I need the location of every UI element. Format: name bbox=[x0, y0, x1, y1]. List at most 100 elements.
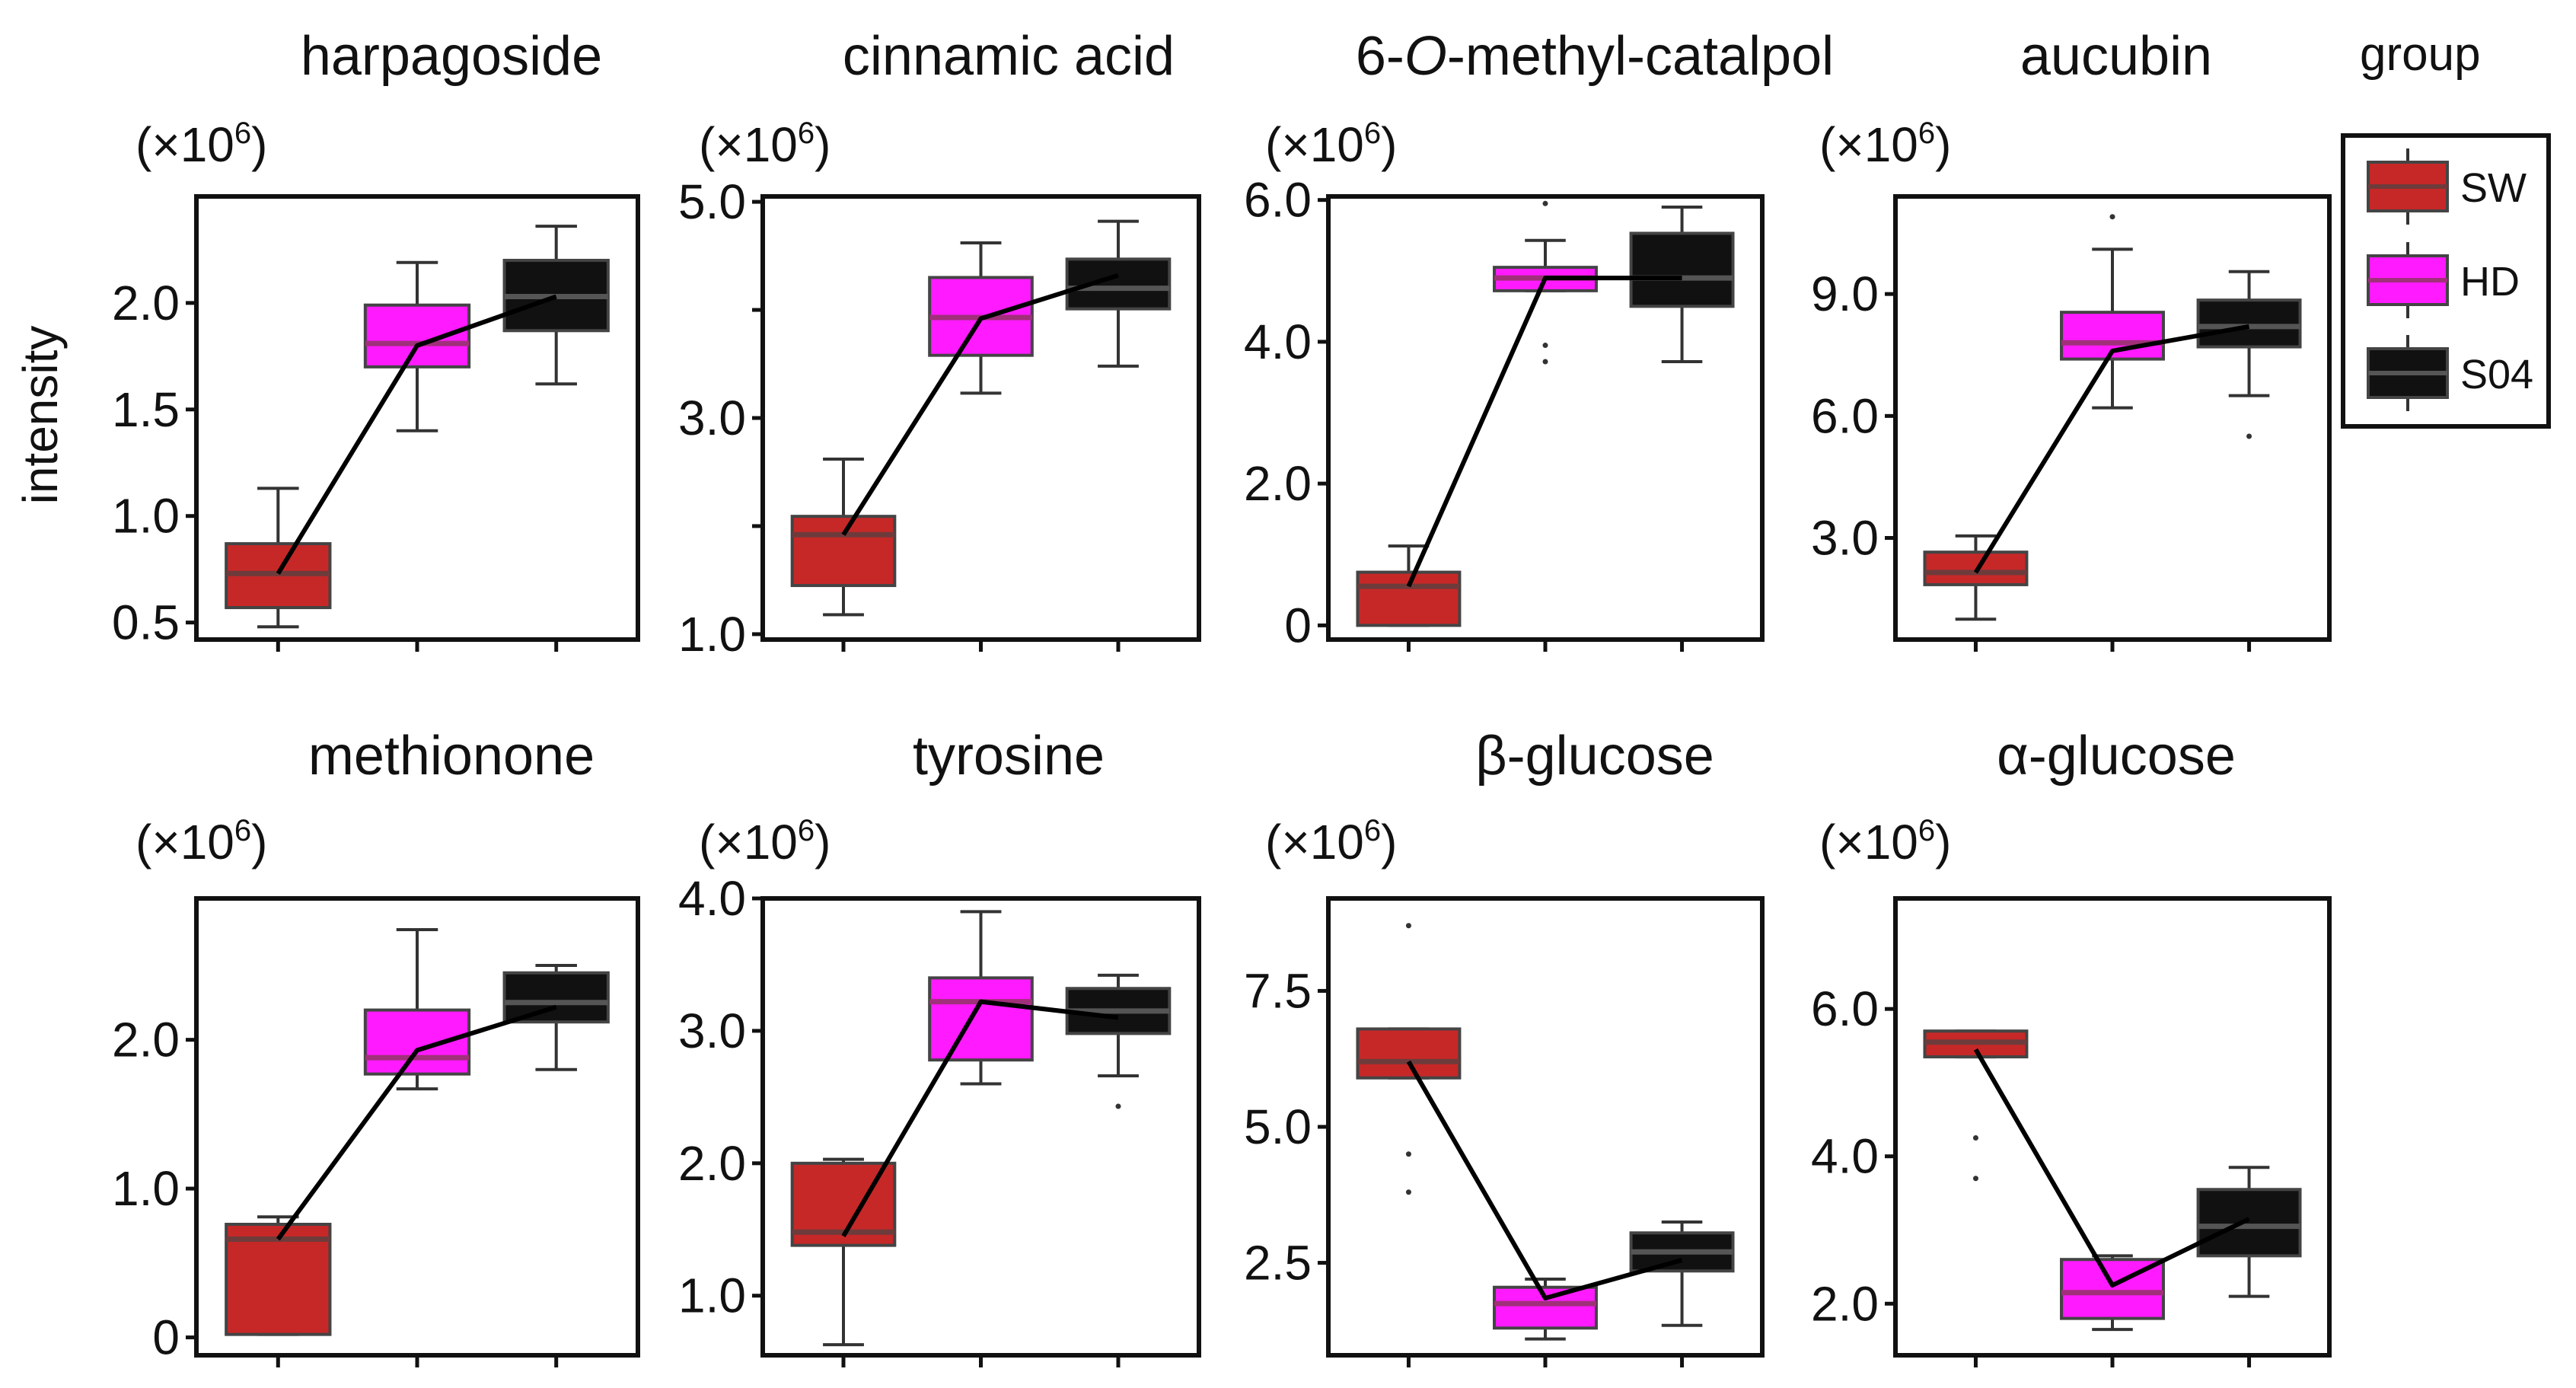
y-tick-label: 1.0 bbox=[112, 1161, 180, 1216]
box-iqr bbox=[363, 1008, 471, 1076]
y-tick-label: 1.0 bbox=[678, 607, 746, 662]
axis-multiplier: (×106) bbox=[699, 814, 831, 869]
y-tick-label: 1.0 bbox=[678, 1268, 746, 1323]
outlier-point bbox=[1542, 359, 1548, 365]
box-iqr bbox=[1629, 231, 1735, 308]
axis-multiplier: (×106) bbox=[699, 116, 831, 172]
y-tick-label: 0 bbox=[152, 1310, 180, 1365]
outlier-point bbox=[1115, 1103, 1121, 1109]
box-iqr bbox=[1356, 570, 1462, 627]
y-tick-label: 5.0 bbox=[678, 174, 746, 229]
outlier-point bbox=[1542, 343, 1548, 349]
axis-multiplier: (×106) bbox=[1265, 814, 1397, 869]
y-tick-label: 2.0 bbox=[1811, 1276, 1879, 1331]
panel-1: harpagoside (×106) 0.5 1.0 1.5 2.0 bbox=[112, 26, 640, 652]
legend-entry-SW: SW bbox=[2367, 148, 2527, 225]
y-tick-label: 2.0 bbox=[1244, 456, 1312, 511]
panel-5: methionone (×106) 0 1.0 2.0 bbox=[112, 726, 640, 1367]
legend-label: S04 bbox=[2460, 352, 2533, 397]
panel-title: α-glucose bbox=[1997, 726, 2236, 787]
y-tick-label: 2.5 bbox=[1244, 1236, 1312, 1291]
box-HD bbox=[2060, 214, 2165, 410]
y-tick-label: 9.0 bbox=[1811, 266, 1879, 321]
box-S04 bbox=[1629, 1220, 1735, 1327]
panel-title: β-glucose bbox=[1475, 726, 1714, 787]
box-iqr bbox=[2196, 298, 2302, 349]
mean-trend-line bbox=[1973, 1048, 2250, 1288]
y-tick-label: 0.5 bbox=[112, 595, 180, 650]
box-SW bbox=[1923, 534, 2029, 621]
y-tick-label: 1.5 bbox=[112, 382, 180, 437]
y-tick-label: 4.0 bbox=[1244, 314, 1312, 369]
panel-4: aucubin (×106) 3.0 6.0 9.0 bbox=[1811, 26, 2332, 652]
y-tick-label: 3.0 bbox=[678, 391, 746, 445]
box-S04 bbox=[2196, 1166, 2302, 1298]
mean-trend-line bbox=[841, 273, 1119, 536]
legend-label: HD bbox=[2460, 259, 2520, 305]
box-iqr bbox=[1356, 1027, 1462, 1080]
y-tick-label: 1.0 bbox=[112, 489, 180, 544]
box-S04 bbox=[502, 225, 610, 386]
outlier-point bbox=[1405, 923, 1411, 929]
y-tick-label: 3.0 bbox=[1811, 511, 1879, 566]
box-SW bbox=[790, 1157, 897, 1347]
axis-multiplier: (×106) bbox=[1819, 116, 1951, 172]
box-HD bbox=[363, 928, 471, 1091]
y-tick-label: 7.5 bbox=[1244, 963, 1312, 1018]
box-SW bbox=[225, 487, 332, 629]
panel-title: cinnamic acid bbox=[843, 26, 1175, 87]
box-iqr bbox=[2196, 1188, 2302, 1258]
box-iqr bbox=[502, 971, 610, 1024]
panel-title: aucubin bbox=[2020, 26, 2212, 87]
panel-title: 6-O-methyl-catalpol bbox=[1356, 26, 1834, 87]
axis-multiplier: (×106) bbox=[1265, 116, 1397, 172]
outlier-point bbox=[2109, 214, 2115, 220]
y-tick-label: 6.0 bbox=[1244, 173, 1312, 228]
panel-8: α-glucose (×106) 2.0 4.0 6.0 bbox=[1811, 726, 2332, 1367]
box-S04 bbox=[502, 963, 610, 1071]
box-S04 bbox=[1065, 973, 1172, 1109]
axis-multiplier: (×106) bbox=[135, 116, 267, 172]
panel-title: tyrosine bbox=[913, 726, 1105, 787]
box-iqr bbox=[790, 515, 897, 588]
y-tick-label: 0 bbox=[1284, 598, 1312, 653]
panel-2: cinnamic acid(×106) 1.0 3.0 5.0 bbox=[678, 26, 1201, 662]
outlier-point bbox=[1542, 200, 1548, 206]
mean-trend-line bbox=[1973, 324, 2250, 574]
panel-3: 6-O-methyl-catalpol (×106) 0 2.0 4.0 6.0 bbox=[1244, 26, 1834, 653]
axis-multiplier: (×106) bbox=[1819, 814, 1951, 869]
outlier-point bbox=[1972, 1135, 1978, 1141]
box-iqr bbox=[225, 1223, 332, 1336]
y-tick-label: 3.0 bbox=[678, 1004, 746, 1058]
mean-trend-line bbox=[276, 294, 557, 575]
outlier-point bbox=[1972, 1176, 1978, 1182]
box-iqr bbox=[1493, 1285, 1598, 1330]
y-axis-label: intensity bbox=[13, 326, 68, 505]
mean-trend-line bbox=[841, 999, 1119, 1237]
outlier-point bbox=[1405, 1151, 1411, 1157]
y-tick-label: 6.0 bbox=[1811, 388, 1879, 443]
mean-trend-line bbox=[1406, 276, 1682, 588]
panel-title: methionone bbox=[308, 726, 595, 787]
box-iqr bbox=[928, 976, 1034, 1062]
y-tick-label: 2.0 bbox=[112, 276, 180, 330]
y-tick-label: 4.0 bbox=[678, 871, 746, 926]
box-SW bbox=[1356, 923, 1462, 1195]
y-tick-label: 4.0 bbox=[1811, 1129, 1879, 1184]
y-tick-label: 6.0 bbox=[1811, 981, 1879, 1036]
box-SW bbox=[225, 1215, 332, 1336]
box-iqr bbox=[363, 303, 471, 369]
outlier-point bbox=[2246, 433, 2252, 439]
panel-6: tyrosine (×106) 1.0 2.0 3.0 4.0 bbox=[678, 726, 1201, 1367]
outlier-point bbox=[1405, 1189, 1411, 1195]
box-S04 bbox=[1629, 205, 1735, 363]
panel-title: harpagoside bbox=[301, 26, 602, 87]
panel-7: β-glucose (×106) 2.5 5.0 7.5 bbox=[1244, 726, 1765, 1367]
box-iqr bbox=[1065, 257, 1172, 311]
box-S04 bbox=[2196, 270, 2302, 439]
box-S04 bbox=[1065, 219, 1172, 368]
box-HD bbox=[928, 910, 1034, 1086]
legend: group SW HD S04 bbox=[2341, 28, 2551, 429]
mean-trend-line bbox=[1406, 1060, 1683, 1300]
